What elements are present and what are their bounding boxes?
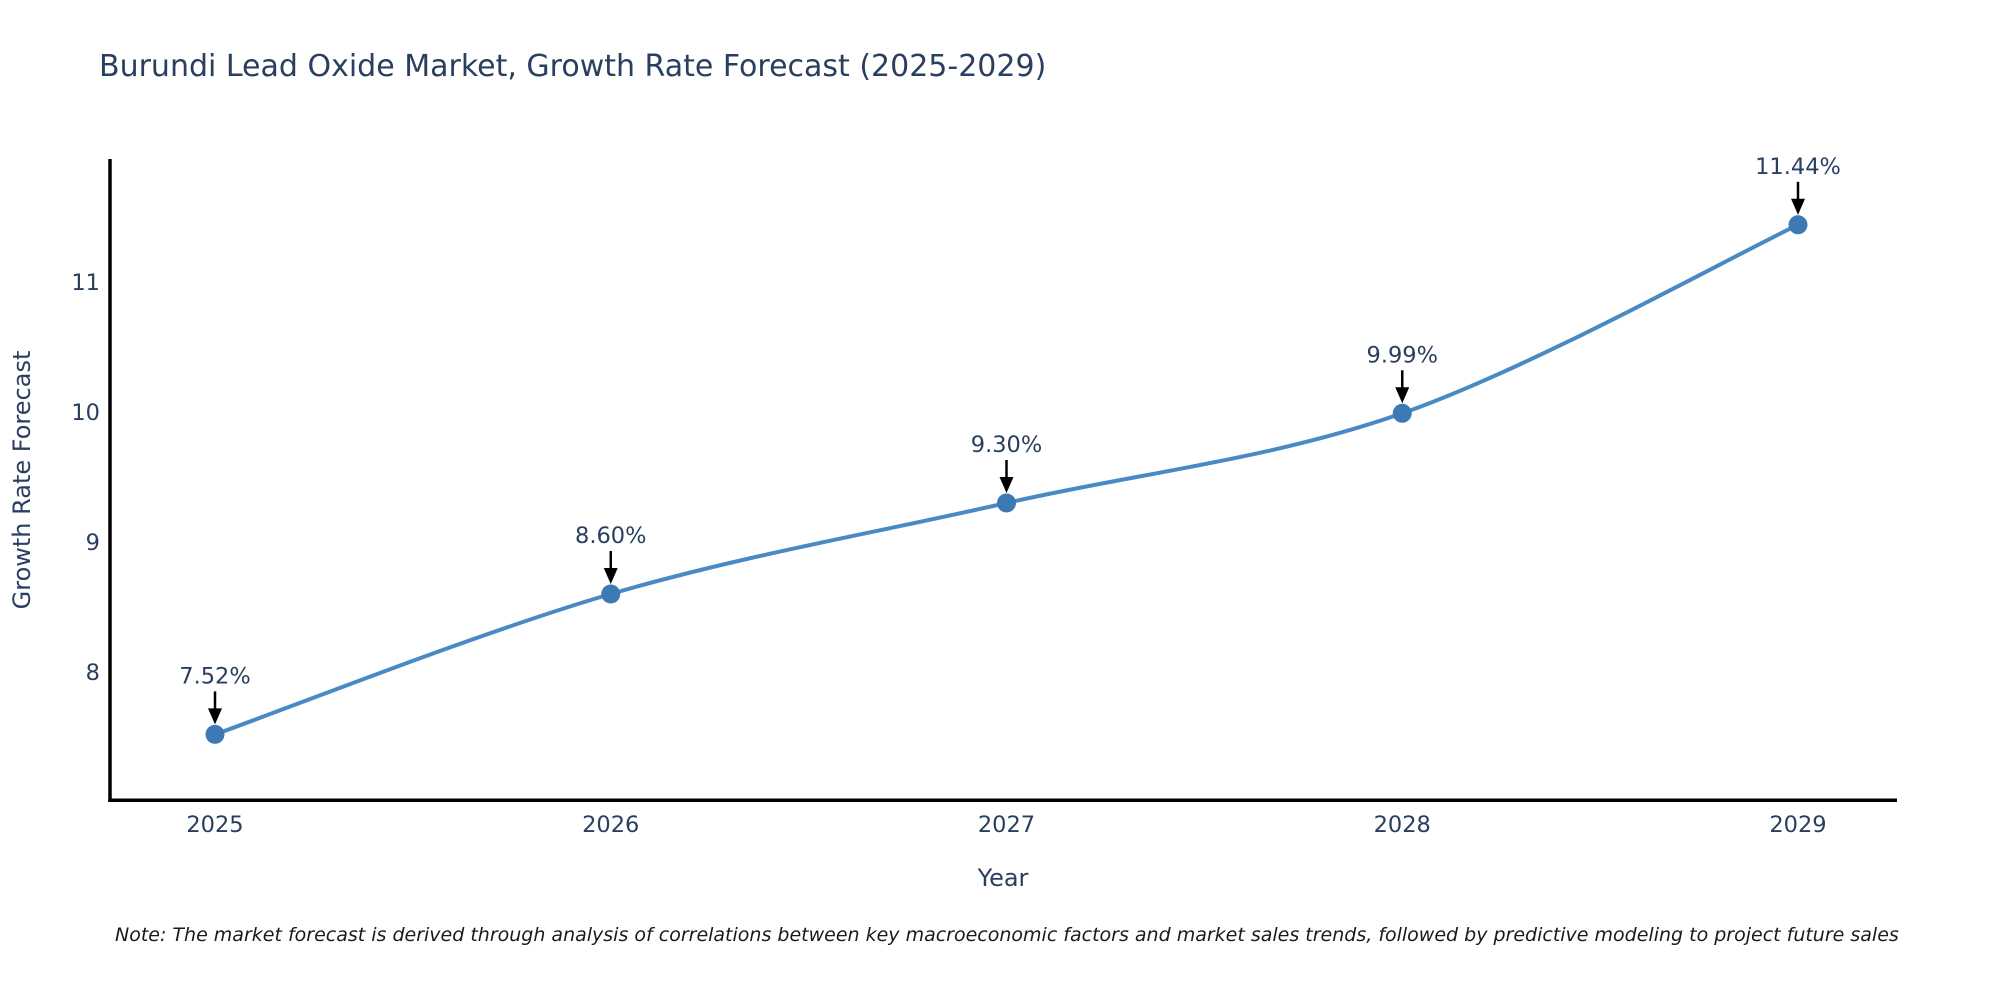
- annotation-arrowhead-icon: [1395, 387, 1410, 404]
- point-value-label: 8.60%: [575, 523, 646, 549]
- x-tick-label: 2025: [186, 812, 243, 838]
- y-tick-label: 10: [71, 400, 100, 426]
- point-value-label: 9.30%: [971, 432, 1042, 458]
- x-axis-title: Year: [977, 864, 1029, 892]
- x-tick-label: 2026: [582, 812, 639, 838]
- plot-area: 8 9 10 11 2025 2026 2027 2028 2029 7.52% 8.60% 9.30…: [71, 154, 1897, 838]
- x-tick-label: 2028: [1374, 812, 1431, 838]
- x-tick-label: 2029: [1769, 812, 1826, 838]
- data-point-marker: [601, 584, 621, 604]
- data-point-marker: [1788, 215, 1808, 235]
- y-tick-label: 9: [86, 530, 100, 556]
- point-value-label: 11.44%: [1755, 154, 1841, 180]
- point-value-label: 7.52%: [179, 663, 250, 689]
- annotation-arrowhead-icon: [1791, 198, 1805, 215]
- footnote: Note: The market forecast is derived thr…: [115, 924, 1899, 946]
- data-point-marker: [1392, 403, 1412, 423]
- y-tick-label: 11: [71, 270, 100, 296]
- y-axis-title: Growth Rate Forecast: [8, 351, 36, 610]
- x-tick-label: 2027: [978, 812, 1035, 838]
- annotation-arrowhead-icon: [999, 477, 1014, 493]
- y-tick-label: 8: [86, 660, 100, 686]
- chart-title: Burundi Lead Oxide Market, Growth Rate F…: [99, 49, 1046, 84]
- annotation-arrowhead-icon: [208, 708, 222, 725]
- annotation-arrowhead-icon: [603, 568, 618, 584]
- point-value-label: 9.99%: [1367, 342, 1438, 368]
- data-point-marker: [205, 724, 225, 744]
- data-point-marker: [997, 493, 1016, 513]
